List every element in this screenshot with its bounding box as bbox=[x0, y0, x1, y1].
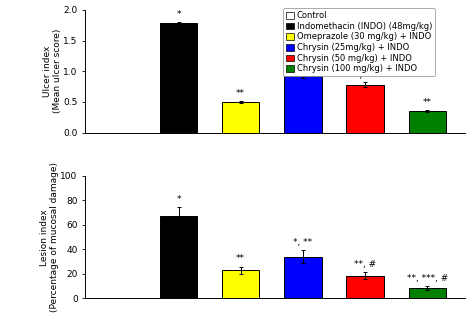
Text: **: ** bbox=[236, 255, 245, 263]
Text: **, #: **, # bbox=[354, 260, 376, 269]
Bar bbox=[409, 111, 446, 133]
Bar bbox=[409, 288, 446, 298]
Bar bbox=[346, 85, 384, 133]
Text: *: * bbox=[176, 10, 181, 19]
Text: **, ***, #: **, ***, # bbox=[407, 274, 448, 283]
Text: *, **: *, ** bbox=[293, 238, 312, 247]
Legend: Control, Indomethacin (INDO) (48mg/kg), Omeprazole (30 mg/kg) + INDO, Chrysin (2: Control, Indomethacin (INDO) (48mg/kg), … bbox=[283, 8, 435, 76]
Text: *, **: *, ** bbox=[356, 71, 374, 80]
Y-axis label: Ulcer index
(Mean ulcer score): Ulcer index (Mean ulcer score) bbox=[43, 29, 62, 113]
Y-axis label: Lesion index
(Percentage of mucosal damage): Lesion index (Percentage of mucosal dama… bbox=[40, 162, 59, 312]
Bar bbox=[284, 75, 321, 133]
Bar bbox=[222, 102, 259, 133]
Bar bbox=[160, 23, 197, 133]
Text: *: * bbox=[176, 195, 181, 204]
Bar bbox=[284, 257, 321, 298]
Text: **: ** bbox=[423, 98, 432, 108]
Bar bbox=[222, 270, 259, 298]
Bar bbox=[160, 216, 197, 298]
Text: **: ** bbox=[236, 89, 245, 98]
Text: *: * bbox=[301, 62, 305, 71]
Bar bbox=[346, 276, 384, 298]
